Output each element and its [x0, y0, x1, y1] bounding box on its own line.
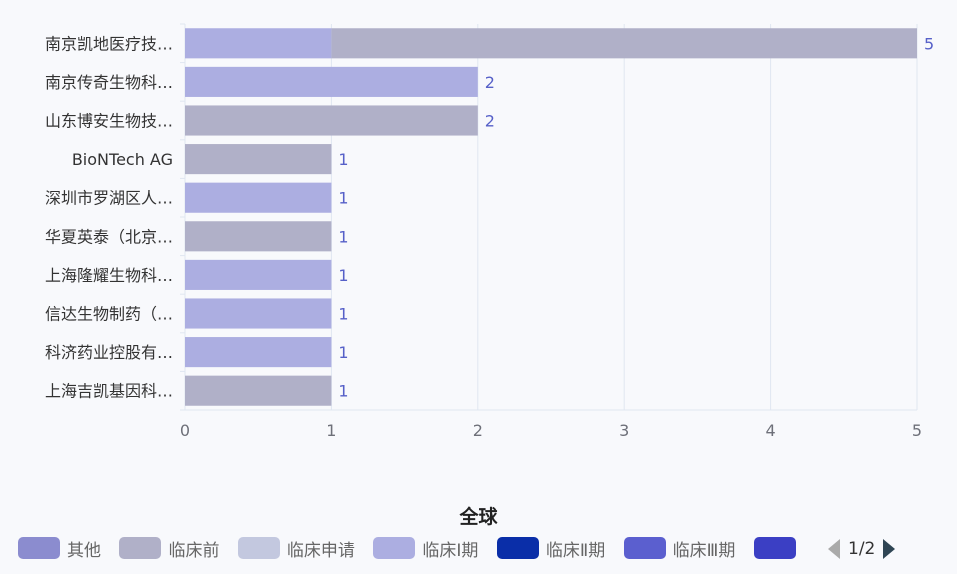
- y-category-label: 科济药业控股有…: [45, 343, 173, 362]
- legend-swatch-clipped: [753, 537, 796, 559]
- y-category-label: 南京传奇生物科…: [45, 73, 173, 92]
- x-tick-label: 1: [326, 421, 336, 440]
- bar-segment: [185, 337, 332, 368]
- y-category-label: 深圳市罗湖区人…: [45, 189, 173, 208]
- y-category-label: BioNTech AG: [72, 150, 173, 169]
- legend-page-indicator: 1/2: [848, 539, 876, 559]
- bar-segment: [185, 66, 478, 97]
- legend: 其他 临床前 临床申请 临床Ⅰ期 临床Ⅱ期 临床Ⅲ期: [18, 535, 918, 563]
- bar-segment: [185, 182, 332, 213]
- x-tick-label: 0: [180, 421, 190, 440]
- legend-item-phase-2[interactable]: 临床Ⅱ期: [496, 535, 606, 561]
- legend-swatch-phase-2: [496, 537, 539, 559]
- legend-item-clipped[interactable]: [753, 535, 803, 561]
- x-tick-label: 4: [766, 421, 776, 440]
- legend-item-phase-1[interactable]: 临床Ⅰ期: [373, 535, 478, 561]
- bar-segment: [185, 298, 332, 329]
- legend-swatch-phase-1: [373, 537, 416, 559]
- bar-value-label: 1: [338, 343, 348, 362]
- legend-label-other: 其他: [67, 540, 101, 561]
- legend-swatch-phase-3: [623, 537, 666, 559]
- bar-segment: [185, 221, 332, 252]
- legend-label-phase-1: 临床Ⅰ期: [422, 540, 479, 561]
- legend-label-clinical-application: 临床申请: [286, 540, 355, 561]
- bar-segment: [185, 28, 332, 59]
- legend-prev-page-icon[interactable]: [828, 539, 840, 559]
- bar-chart: 0 1 2 3 4 5 5 南京凯地医疗技… 2 南京传奇生物科… 2 山东博安生物技… 1 BioNTe…: [45, 23, 934, 440]
- legend-item-preclinical[interactable]: 临床前: [119, 535, 219, 561]
- bar-value-label: 2: [485, 73, 495, 92]
- bar-value-label: 5: [924, 34, 934, 53]
- legend-swatch-preclinical: [119, 537, 162, 559]
- bar-segment: [185, 105, 478, 136]
- y-category-label: 山东博安生物技…: [45, 112, 173, 131]
- bar-value-label: 1: [338, 150, 348, 169]
- bar-value-label: 1: [338, 189, 348, 208]
- y-category-label: 上海隆耀生物科…: [45, 266, 173, 285]
- x-tick-label: 3: [619, 421, 629, 440]
- legend-item-other[interactable]: 其他: [18, 535, 101, 561]
- legend-swatch-clinical-application: [237, 537, 280, 559]
- legend-swatch-other: [18, 537, 60, 559]
- y-category-label: 信达生物制药（…: [45, 305, 173, 324]
- legend-item-phase-3[interactable]: 临床Ⅲ期: [623, 535, 736, 561]
- bar-value-label: 1: [338, 227, 348, 246]
- y-category-label: 南京凯地医疗技…: [45, 34, 173, 53]
- bar-segment: [185, 375, 332, 406]
- chart-title: 全球: [459, 506, 498, 528]
- bar-segment: [185, 259, 332, 290]
- legend-label-phase-3: 临床Ⅲ期: [672, 540, 736, 561]
- y-category-label: 华夏英泰（北京…: [45, 227, 173, 246]
- legend-label-phase-2: 临床Ⅱ期: [545, 540, 606, 561]
- bar-segment: [185, 144, 332, 175]
- x-tick-label: 2: [473, 421, 483, 440]
- bar-segment: [331, 28, 917, 59]
- bar-value-label: 1: [338, 266, 348, 285]
- bar-value-label: 2: [485, 112, 495, 131]
- y-category-label: 上海吉凯基因科…: [45, 382, 173, 401]
- legend-item-clinical-application[interactable]: 临床申请: [237, 535, 355, 561]
- bar-value-label: 1: [338, 382, 348, 401]
- legend-pager: 1/2: [828, 537, 896, 561]
- bar-value-label: 1: [338, 305, 348, 324]
- legend-label-preclinical: 临床前: [168, 540, 220, 561]
- legend-next-page-icon[interactable]: [883, 539, 896, 559]
- x-tick-label: 5: [912, 421, 922, 440]
